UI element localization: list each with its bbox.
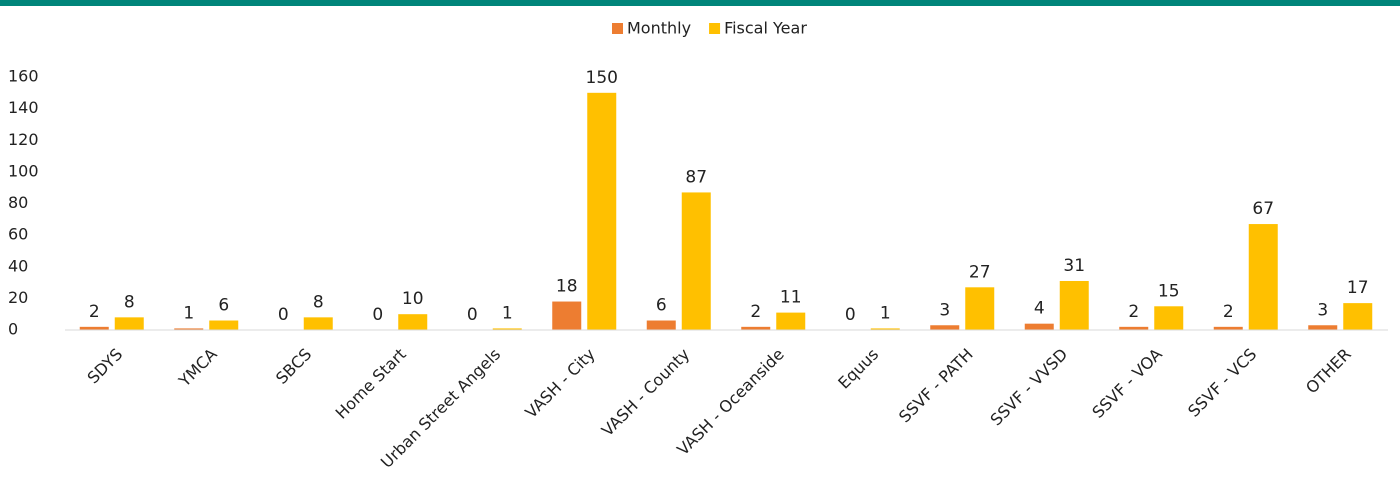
data-label: 10 [402,289,424,309]
data-label: 4 [1034,299,1045,319]
data-label: 1 [183,303,194,323]
bar [209,320,239,330]
data-label: 2 [1128,302,1139,322]
y-tick-label: 20 [8,288,28,307]
x-tick-label: OTHER [1302,345,1355,398]
x-tick-label: Equus [834,345,882,393]
bar [552,301,582,330]
y-tick-label: 40 [8,256,28,275]
y-tick-label: 80 [8,193,28,212]
y-tick-label: 100 [8,161,39,180]
data-label: 11 [780,288,802,308]
data-label: 3 [939,300,950,320]
data-label: 8 [313,292,324,312]
x-tick-label: VASH - Oceanside [673,345,788,460]
bar [79,326,109,330]
bar [492,328,522,330]
x-tick-label: SSVF - VOA [1088,345,1165,422]
bar [646,320,676,330]
data-label: 2 [89,302,100,322]
y-tick-label: 60 [8,225,28,244]
x-tick-label: Home Start [332,345,410,423]
bar [1154,306,1184,330]
data-label: 1 [502,303,513,323]
legend-label: Monthly [627,19,691,38]
data-label: 150 [586,68,618,88]
legend-swatch [612,23,623,34]
data-label: 1 [880,303,891,323]
y-tick-label: 120 [8,130,39,149]
data-label: 67 [1252,199,1274,219]
x-tick-label: SBCS [272,345,315,388]
legend-label: Fiscal Year [724,19,807,38]
data-label: 8 [124,292,135,312]
bar [114,317,144,330]
x-tick-label: SSVF - VCS [1184,345,1260,421]
bar [681,192,711,330]
data-label: 15 [1158,281,1180,301]
bar [1343,303,1373,330]
x-tick-label: SSVF - VVSD [987,345,1072,430]
top-band [0,0,1400,6]
data-label: 0 [845,305,856,325]
bar [1024,323,1054,330]
data-label: 17 [1347,278,1369,298]
data-label: 0 [278,305,289,325]
bar [174,328,204,330]
bar [1059,280,1089,330]
x-tick-label: SSVF - PATH [895,345,977,427]
bar [303,317,333,330]
x-tick-label: YMCA [174,345,220,391]
data-label: 6 [656,296,667,316]
bar [1308,325,1338,330]
data-label: 6 [218,296,229,316]
data-label: 0 [467,305,478,325]
bar [776,312,806,330]
data-label: 3 [1317,300,1328,320]
bar [965,287,995,330]
data-label: 31 [1063,256,1085,276]
bar [1248,224,1278,330]
x-tick-label: SDYS [83,345,126,388]
data-label: 27 [969,262,991,282]
y-tick-label: 160 [8,67,39,86]
bar [930,325,960,330]
data-label: 2 [750,302,761,322]
data-label: 0 [372,305,383,325]
bar [398,314,428,330]
data-label: 18 [556,277,578,297]
data-label: 2 [1223,302,1234,322]
x-tick-label: VASH - County [598,345,693,440]
bar [1213,326,1243,330]
y-tick-label: 0 [8,320,18,339]
data-label: 87 [685,167,707,187]
y-tick-label: 140 [8,98,39,117]
bar [741,326,771,330]
bar [1119,326,1149,330]
x-tick-label: VASH - City [521,345,598,422]
bar [587,92,617,330]
bar [870,328,900,330]
legend-swatch [709,23,721,34]
